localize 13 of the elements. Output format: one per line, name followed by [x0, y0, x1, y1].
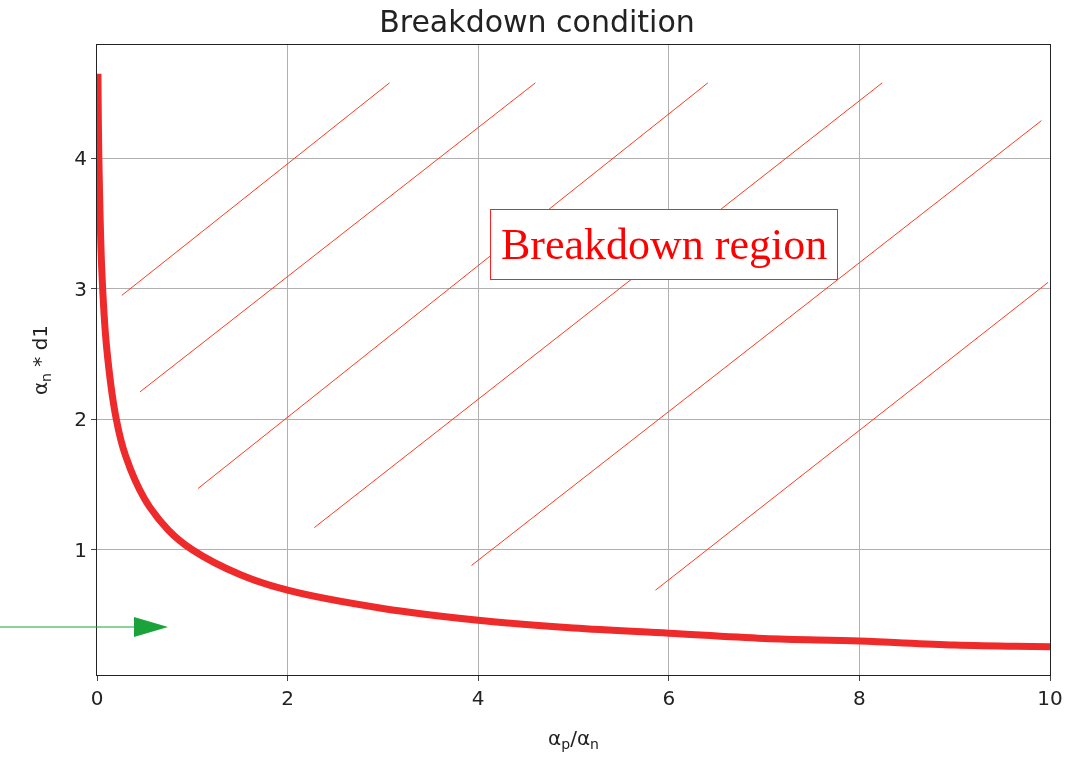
y-tick-label: 1: [74, 537, 87, 562]
y-tick-label: 2: [74, 407, 87, 432]
y-tick-label: 4: [74, 146, 87, 171]
x-tick-label: 2: [281, 686, 294, 710]
x-axis-title: α$_{p}$/α$_{n}$: [548, 726, 599, 753]
y-tick-label: 3: [74, 276, 87, 301]
x-tick-label: 8: [853, 686, 866, 710]
x-tick-label: 10: [1037, 686, 1063, 710]
chart-title: Breakdown condition: [379, 4, 695, 40]
x-tick-label: 4: [471, 686, 485, 710]
x-tick-label: 0: [90, 686, 104, 710]
annotation: Breakdown region: [501, 220, 828, 269]
x-tick-label: 6: [662, 686, 676, 710]
